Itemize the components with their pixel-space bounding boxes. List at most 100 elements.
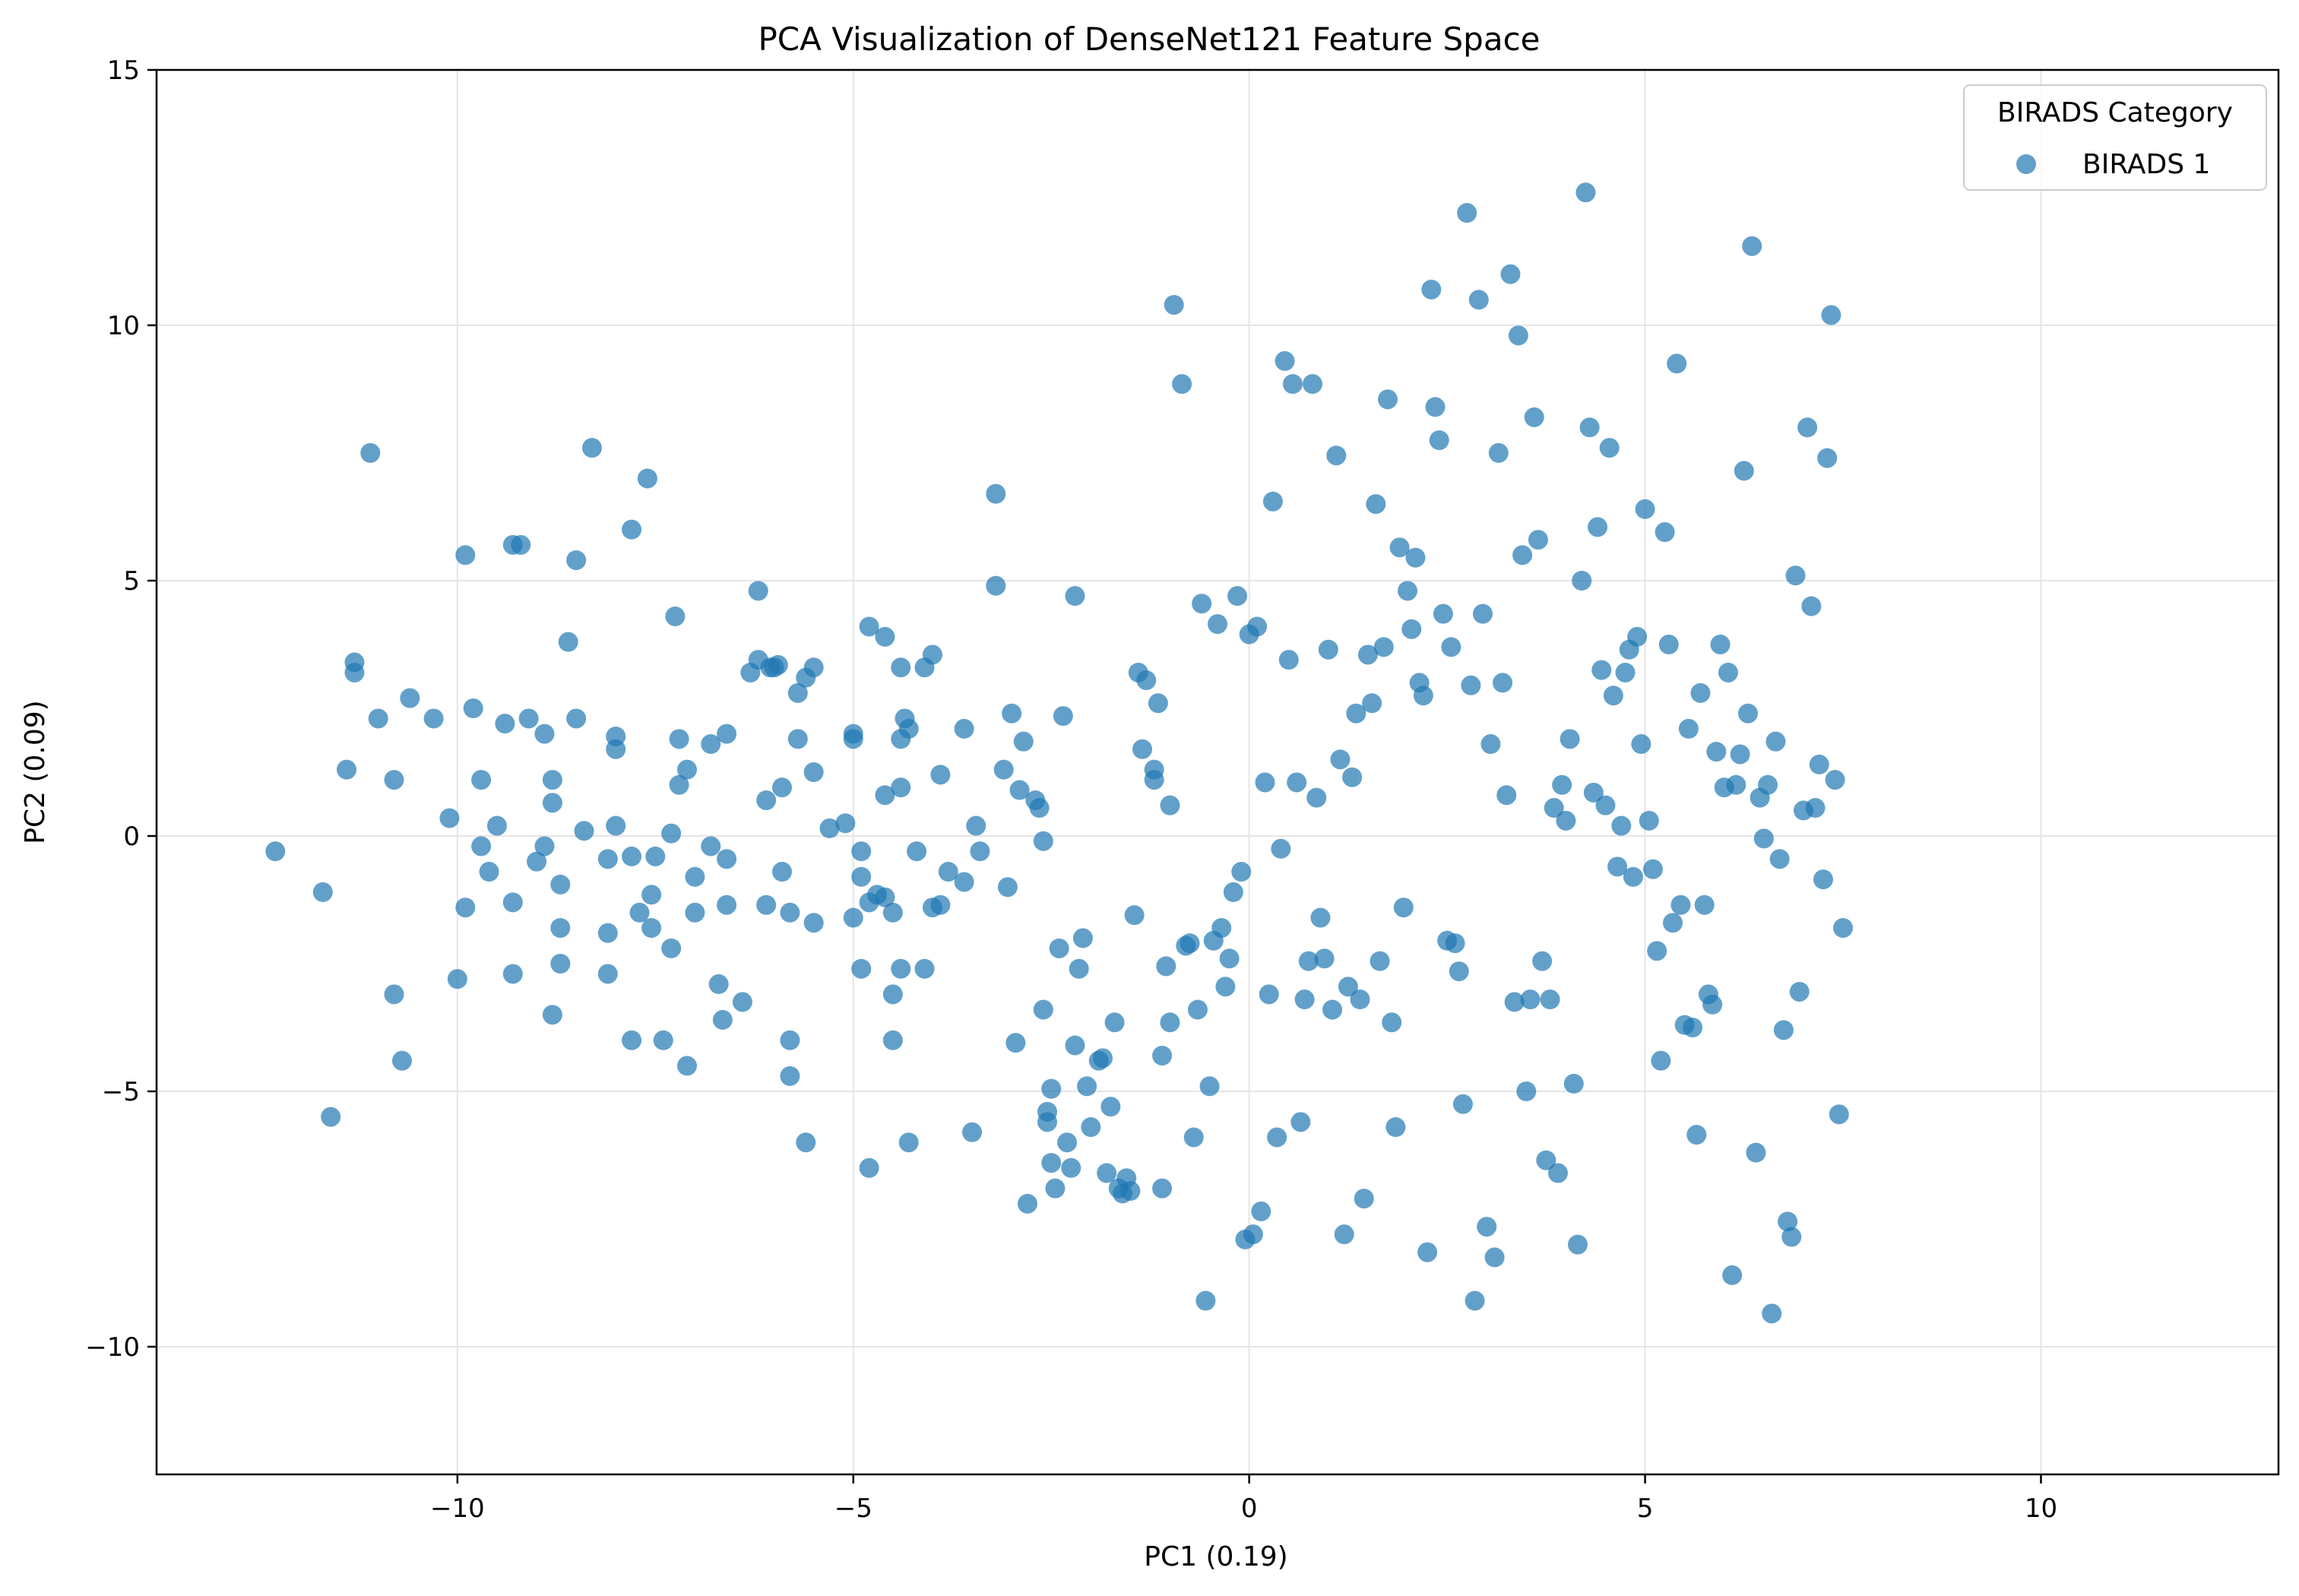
scatter-point (717, 849, 737, 869)
scatter-point (641, 917, 662, 938)
scatter-point (1801, 596, 1822, 616)
scatter-point (772, 777, 793, 798)
scatter-point (645, 846, 666, 866)
scatter-point (1298, 951, 1319, 971)
scatter-point (1441, 637, 1461, 657)
scatter-point (1017, 1193, 1037, 1214)
scatter-point (629, 902, 650, 923)
scatter-point (1773, 1020, 1794, 1040)
scatter-point (772, 862, 793, 882)
scatter-point (1373, 637, 1394, 657)
scatter-point (1029, 798, 1050, 819)
scatter-point (1310, 907, 1331, 928)
scatter-point (1623, 866, 1643, 887)
scatter-point (1690, 682, 1711, 703)
scatter-point (1362, 693, 1382, 714)
scatter-point (606, 726, 626, 746)
scatter-point (1722, 1265, 1743, 1285)
scatter-point (717, 895, 737, 915)
scatter-point (455, 545, 476, 565)
scatter-point (1769, 849, 1790, 869)
scatter-point (1208, 614, 1227, 635)
scatter-point (1045, 1178, 1066, 1199)
scatter-point (1595, 795, 1616, 815)
scatter-point (1037, 1112, 1058, 1132)
scatter-point (1136, 670, 1157, 691)
scatter-point (1393, 898, 1414, 918)
scatter-point (1583, 782, 1604, 803)
scatter-point (851, 841, 872, 862)
scatter-point (1097, 1163, 1117, 1183)
scatter-point (875, 626, 895, 647)
scatter-point (1259, 984, 1279, 1005)
scatter-point (1536, 1150, 1556, 1170)
scatter-point (597, 849, 618, 869)
scatter-point (1215, 977, 1236, 997)
scatter-point (1330, 749, 1351, 770)
scatter-point (756, 895, 777, 915)
scatter-point (875, 785, 895, 806)
scatter-point (1547, 1163, 1568, 1183)
scatter-point (898, 718, 919, 739)
scatter-point (1552, 774, 1572, 795)
scatter-point (907, 841, 927, 862)
scatter-point (1199, 1076, 1220, 1097)
scatter-point (1013, 731, 1034, 752)
scatter-point (384, 770, 404, 790)
scatter-point (819, 818, 840, 838)
scatter-point (1366, 494, 1386, 515)
scatter-point (1041, 1078, 1062, 1099)
scatter-point (1781, 1227, 1802, 1247)
scatter-point (550, 917, 571, 938)
scatter-point (669, 729, 689, 749)
scatter-point (701, 734, 721, 755)
scatter-point (1354, 1189, 1374, 1209)
scatter-point (1817, 448, 1838, 468)
scatter-point (712, 1009, 733, 1030)
scatter-point (622, 846, 642, 866)
scatter-point (1825, 770, 1845, 790)
scatter-point (1651, 1050, 1671, 1071)
x-axis-ticks: −10 −5 0 5 10 (430, 1474, 2057, 1524)
scatter-point (1568, 1234, 1588, 1255)
scatter-point (669, 774, 689, 795)
scatter-point (1172, 374, 1192, 394)
scatter-point (542, 1005, 562, 1025)
scatter-point (1425, 397, 1446, 417)
scatter-point (1385, 1117, 1406, 1138)
scatter-point (479, 862, 499, 882)
scatter-point (471, 836, 492, 857)
scatter-point (1180, 933, 1200, 954)
scatter-point (661, 938, 682, 958)
x-axis-label: PC1 (0.19) (1144, 1541, 1287, 1572)
scatter-point (1041, 1153, 1062, 1173)
scatter-point (1192, 594, 1212, 614)
scatter-point (1314, 948, 1335, 969)
scatter-point (471, 770, 492, 790)
scatter-point (1726, 774, 1746, 795)
scatter-point (859, 1157, 879, 1178)
scatter-point (1813, 869, 1833, 890)
x-tick-label: −10 (430, 1493, 485, 1524)
scatter-point (1342, 767, 1363, 787)
y-tick-label: 5 (123, 566, 140, 597)
scatter-point (787, 729, 808, 749)
scatter-point (1065, 1035, 1085, 1056)
scatter-point (1694, 895, 1715, 915)
scatter-point (1556, 810, 1576, 831)
scatter-point (1702, 994, 1723, 1015)
scatter-point (1072, 928, 1093, 948)
scatter-point (1667, 353, 1687, 374)
scatter-point (665, 606, 686, 627)
scatter-point (1069, 958, 1089, 979)
scatter-point (922, 644, 942, 665)
scatter-point (938, 862, 958, 882)
scatter-point (1678, 718, 1699, 739)
scatter-point (1449, 961, 1469, 982)
scatter-point (502, 534, 523, 555)
scatter-point (495, 714, 515, 734)
scatter-point (622, 519, 642, 540)
scatter-point (898, 1132, 919, 1153)
scatter-point (787, 682, 808, 703)
scatter-point (732, 992, 752, 1012)
